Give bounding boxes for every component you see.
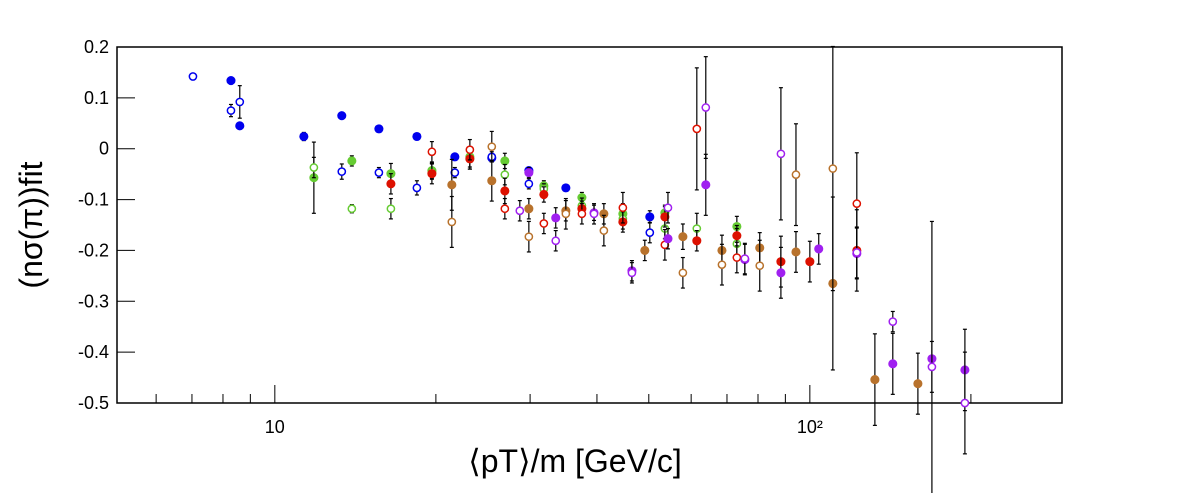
point xyxy=(828,164,838,173)
point xyxy=(487,176,497,186)
point xyxy=(551,236,561,246)
point xyxy=(337,111,347,121)
point xyxy=(960,398,970,408)
point xyxy=(561,209,571,219)
point xyxy=(740,254,750,263)
point xyxy=(852,248,862,257)
x-axis-label: ⟨pT⟩/m [GeV/c] xyxy=(468,443,681,479)
point xyxy=(692,124,702,134)
point xyxy=(791,170,801,180)
point xyxy=(561,183,571,193)
point xyxy=(717,260,727,270)
point xyxy=(450,152,460,162)
point xyxy=(551,213,561,223)
point xyxy=(500,186,510,196)
x-tick-label: 10 xyxy=(265,417,285,437)
point xyxy=(412,131,422,142)
point xyxy=(776,268,786,278)
point xyxy=(692,236,702,246)
x-tick-label: 10² xyxy=(797,417,823,437)
point xyxy=(640,245,650,255)
point xyxy=(645,212,655,222)
point xyxy=(347,204,357,214)
point xyxy=(427,147,437,157)
point xyxy=(618,203,628,213)
point xyxy=(487,142,497,152)
point xyxy=(888,359,898,369)
point xyxy=(309,163,319,172)
y-tick-label: 0 xyxy=(99,139,109,159)
point xyxy=(524,204,534,214)
point xyxy=(589,209,599,219)
y-tick-label: -0.3 xyxy=(78,291,109,311)
point xyxy=(913,379,923,389)
point xyxy=(852,199,862,208)
point xyxy=(412,183,422,193)
point xyxy=(701,103,711,112)
y-tick-label: -0.5 xyxy=(78,393,109,413)
point xyxy=(500,156,510,166)
point xyxy=(776,149,786,159)
point xyxy=(226,106,236,115)
point xyxy=(627,268,637,278)
point xyxy=(524,179,534,189)
y-tick-label: -0.2 xyxy=(78,240,109,260)
point xyxy=(524,168,534,178)
point xyxy=(427,169,437,179)
point xyxy=(870,375,880,385)
point xyxy=(524,232,534,242)
point xyxy=(386,204,396,214)
point xyxy=(755,261,765,271)
y-tick-label: 0.2 xyxy=(84,37,109,57)
point xyxy=(447,180,457,190)
point xyxy=(299,131,309,142)
point xyxy=(337,167,347,176)
point xyxy=(732,231,742,241)
plot-frame xyxy=(116,46,1063,404)
point xyxy=(663,203,673,213)
point xyxy=(226,76,236,86)
point xyxy=(188,72,198,81)
point xyxy=(678,268,688,278)
point xyxy=(235,97,245,107)
point xyxy=(539,189,549,200)
point xyxy=(701,180,711,190)
point xyxy=(347,156,357,166)
point xyxy=(927,362,937,372)
y-axis-label: (nσ(π))fit xyxy=(13,161,49,288)
point xyxy=(539,219,549,228)
point xyxy=(599,226,609,235)
point xyxy=(814,244,824,254)
point xyxy=(805,257,815,267)
point xyxy=(374,124,384,134)
y-tick-label: -0.4 xyxy=(78,342,109,362)
point xyxy=(465,145,475,155)
point xyxy=(235,121,245,131)
point xyxy=(732,253,742,262)
point xyxy=(374,168,384,177)
point xyxy=(447,217,457,227)
point xyxy=(645,228,655,237)
point xyxy=(660,212,670,222)
point xyxy=(678,232,688,242)
point xyxy=(791,247,801,257)
point xyxy=(888,317,898,326)
y-tick-label: -0.1 xyxy=(78,190,109,210)
point xyxy=(515,206,525,216)
point xyxy=(500,204,510,214)
point xyxy=(386,179,396,189)
y-tick-label: 0.1 xyxy=(84,88,109,108)
point xyxy=(500,170,510,180)
point xyxy=(577,209,587,219)
point xyxy=(663,234,673,244)
